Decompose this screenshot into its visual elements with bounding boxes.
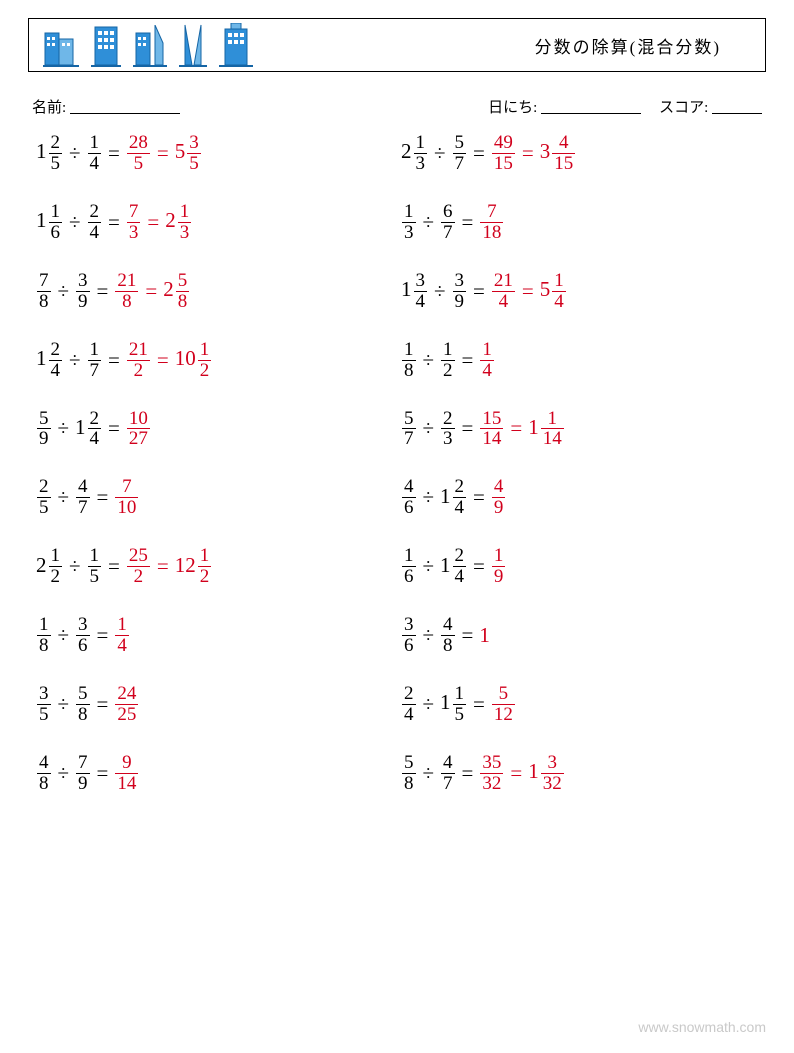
header: 分数の除算(混合分数) xyxy=(28,18,766,72)
building-icon xyxy=(43,27,79,67)
equation: 59÷124=1027 xyxy=(36,409,401,450)
building-icon xyxy=(219,23,253,67)
score-field: スコア: xyxy=(659,96,762,117)
building-icon xyxy=(179,23,207,67)
equation: 57÷23=1514=1114 xyxy=(401,409,766,450)
equation: 18÷36=14 xyxy=(36,615,401,656)
equation: 78÷39=218=258 xyxy=(36,271,401,312)
name-label: 名前: xyxy=(32,100,66,116)
score-blank xyxy=(712,98,762,114)
watermark: www.snowmath.com xyxy=(638,1019,766,1035)
equation: 124÷17=212=1012 xyxy=(36,340,401,381)
equation: 213÷57=4915=3415 xyxy=(401,133,766,174)
equation: 58÷47=3532=1332 xyxy=(401,753,766,794)
info-row: 名前: 日にち: スコア: xyxy=(32,96,762,117)
problems-column-right: 213÷57=4915=3415 13÷67=718 134÷39=214=514 1… xyxy=(401,133,766,794)
date-field: 日にち: xyxy=(488,96,641,117)
date-blank xyxy=(541,98,641,114)
equation: 35÷58=2425 xyxy=(36,684,401,725)
problems-area: 125÷14=285=535 116÷24=73=213 78÷39=218=258… xyxy=(28,133,766,794)
equation: 24÷115=512 xyxy=(401,684,766,725)
building-icons xyxy=(43,23,253,67)
equation: 18÷12=14 xyxy=(401,340,766,381)
building-icon xyxy=(91,25,121,67)
worksheet-page: 分数の除算(混合分数) 名前: 日にち: スコア: 125÷14=285=535… xyxy=(0,0,794,1053)
name-blank xyxy=(70,98,180,114)
equation: 134÷39=214=514 xyxy=(401,271,766,312)
equation: 46÷124=49 xyxy=(401,477,766,518)
worksheet-title: 分数の除算(混合分数) xyxy=(535,33,751,58)
equation: 212÷15=252=1212 xyxy=(36,546,401,587)
equation: 13÷67=718 xyxy=(401,202,766,243)
name-field: 名前: xyxy=(32,96,180,117)
equation: 16÷124=19 xyxy=(401,546,766,587)
equation: 48÷79=914 xyxy=(36,753,401,794)
date-label: 日にち: xyxy=(488,100,537,116)
equation: 116÷24=73=213 xyxy=(36,202,401,243)
problems-column-left: 125÷14=285=535 116÷24=73=213 78÷39=218=258… xyxy=(36,133,401,794)
score-label: スコア: xyxy=(659,100,708,116)
equation: 36÷48=1 xyxy=(401,615,766,656)
equation: 25÷47=710 xyxy=(36,477,401,518)
building-icon xyxy=(133,25,167,67)
equation: 125÷14=285=535 xyxy=(36,133,401,174)
